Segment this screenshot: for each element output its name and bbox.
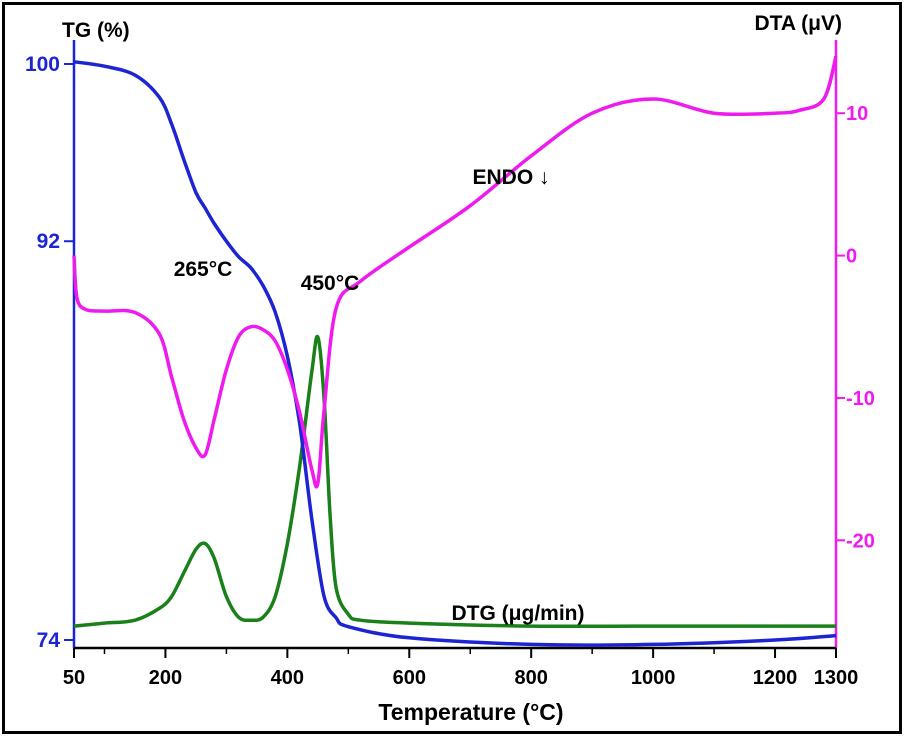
axes-group [64, 40, 845, 658]
x-tick-label: 400 [271, 667, 304, 689]
right-axis-title: DTA (μV) [755, 12, 843, 35]
x-tick-label: 600 [393, 667, 426, 689]
right-tick-label: 10 [846, 103, 868, 125]
x-tick-label: 800 [515, 667, 548, 689]
x-tick-label: 1300 [814, 667, 859, 689]
left-tick-label: 100 [25, 53, 60, 76]
left-axis-title: TG (%) [62, 19, 130, 42]
annotation-dtg-label: DTG (μg/min) [452, 602, 585, 625]
dta-series-line [72, 55, 838, 489]
annotation-265c: 265°C [174, 258, 233, 281]
left-tick-label: 74 [37, 629, 61, 652]
left-tick-label: 92 [37, 230, 60, 253]
right-tick-label: -10 [846, 388, 875, 410]
tg-series-line [73, 60, 837, 647]
plot-group [72, 55, 838, 647]
x-tick-label: 50 [63, 667, 85, 689]
right-tick-label: 0 [846, 246, 857, 268]
annotation-endo: ENDO ↓ [472, 166, 549, 189]
x-axis-title: Temperature (°C) [378, 699, 563, 725]
x-tick-label: 200 [149, 667, 182, 689]
right-tick-label: -20 [846, 530, 875, 552]
annotation-450c: 450°C [301, 272, 360, 295]
x-tick-label: 1000 [631, 667, 676, 689]
dtg-series-line [73, 334, 836, 629]
x-tick-label: 1200 [753, 667, 798, 689]
